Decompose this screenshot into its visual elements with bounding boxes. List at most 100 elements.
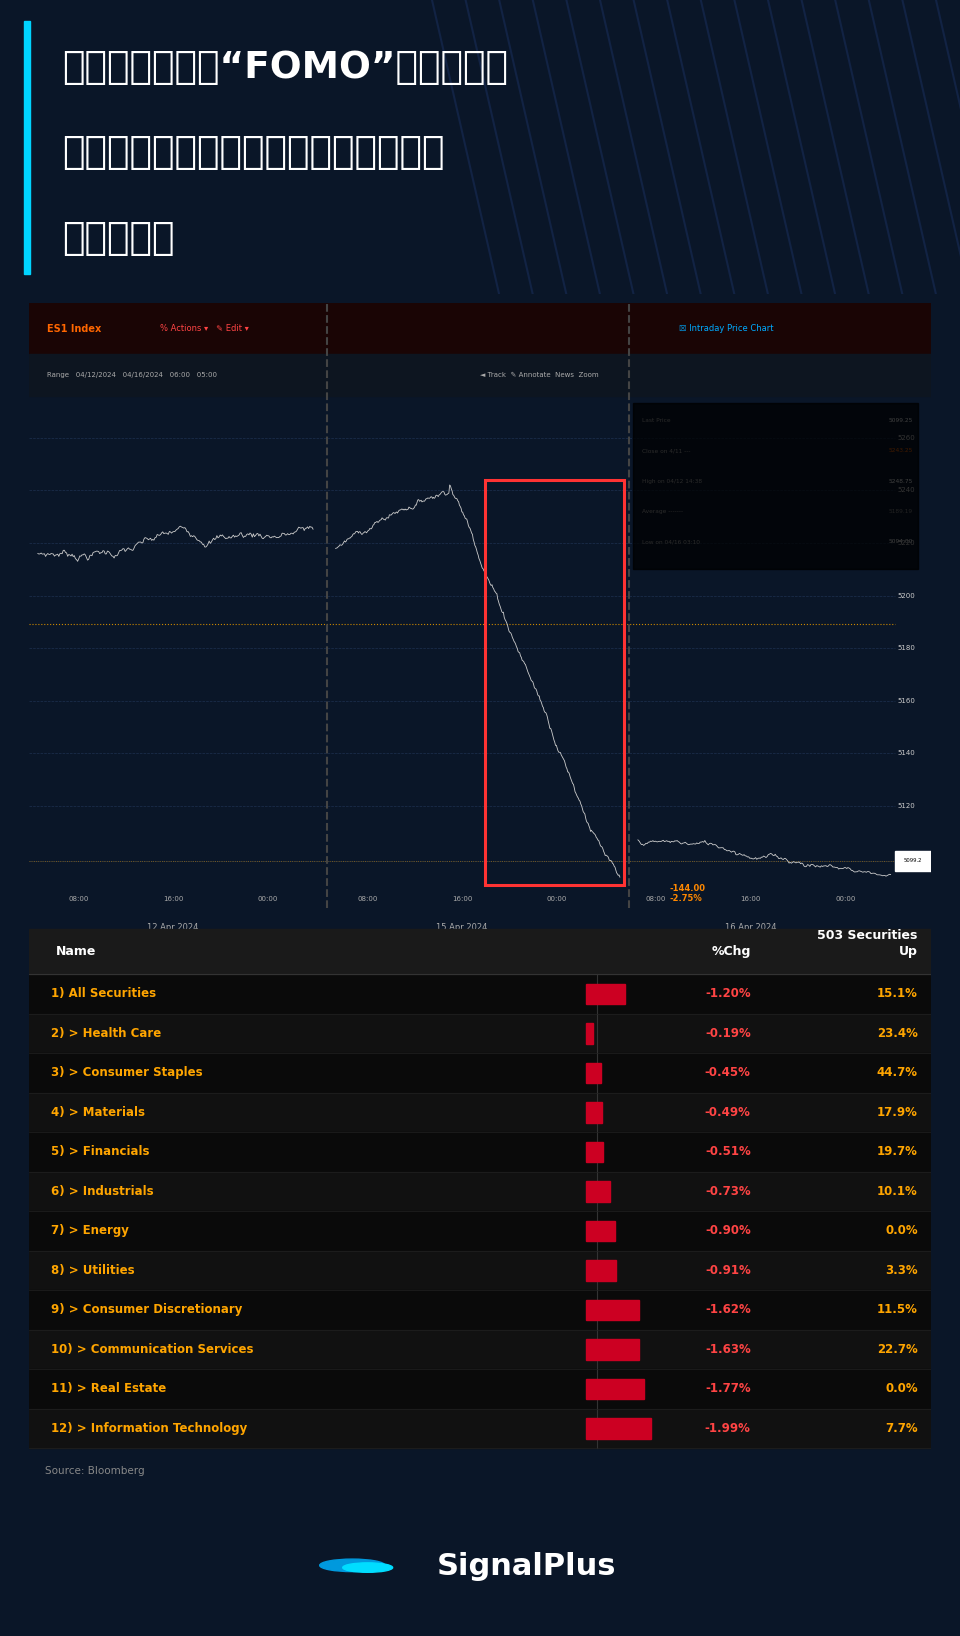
Text: 5094.00: 5094.00 bbox=[889, 540, 913, 545]
Text: ES1 Index: ES1 Index bbox=[47, 324, 101, 334]
Text: 5260: 5260 bbox=[898, 435, 916, 440]
Text: 9) > Consumer Discretionary: 9) > Consumer Discretionary bbox=[52, 1304, 243, 1317]
Bar bbox=[29, 1211, 931, 1250]
Text: Average -------: Average ------- bbox=[642, 509, 684, 514]
Text: 5240: 5240 bbox=[898, 488, 916, 494]
Text: -0.91%: -0.91% bbox=[705, 1265, 751, 1278]
Bar bbox=[485, 479, 624, 885]
Bar bbox=[29, 303, 931, 353]
Text: -1.62%: -1.62% bbox=[705, 1304, 751, 1317]
Text: 时大举抛售: 时大举抛售 bbox=[62, 221, 175, 257]
Bar bbox=[895, 851, 931, 870]
Text: 08:00: 08:00 bbox=[357, 897, 377, 901]
Bar bbox=[634, 402, 918, 569]
Text: 2) > Health Care: 2) > Health Care bbox=[52, 1027, 161, 1040]
Text: 3.3%: 3.3% bbox=[885, 1265, 918, 1278]
Text: -1.99%: -1.99% bbox=[705, 1422, 751, 1435]
Text: -1.20%: -1.20% bbox=[705, 988, 751, 1001]
Text: % Actions ▾   ✎ Edit ▾: % Actions ▾ ✎ Edit ▾ bbox=[159, 324, 249, 334]
Text: 5248.75: 5248.75 bbox=[889, 479, 913, 484]
Text: 5243.25: 5243.25 bbox=[889, 448, 913, 453]
Text: 08:00: 08:00 bbox=[646, 897, 666, 901]
Bar bbox=[587, 1022, 592, 1044]
Bar bbox=[29, 1250, 931, 1291]
Text: 7.7%: 7.7% bbox=[885, 1422, 918, 1435]
Text: 44.7%: 44.7% bbox=[876, 1067, 918, 1080]
Text: 5160: 5160 bbox=[898, 697, 916, 703]
Bar bbox=[29, 929, 931, 975]
Text: 22.7%: 22.7% bbox=[876, 1343, 918, 1356]
Bar bbox=[29, 353, 931, 396]
Text: 16:00: 16:00 bbox=[740, 897, 761, 901]
Bar bbox=[29, 1330, 931, 1369]
Text: 16 Apr 2024: 16 Apr 2024 bbox=[725, 923, 777, 933]
Text: 5099.25: 5099.25 bbox=[889, 419, 913, 424]
Bar bbox=[29, 1014, 931, 1054]
Bar bbox=[587, 1063, 601, 1083]
Text: SignalPlus: SignalPlus bbox=[437, 1553, 616, 1580]
Text: 11.5%: 11.5% bbox=[876, 1304, 918, 1317]
Text: %Chg: %Chg bbox=[711, 946, 751, 959]
Text: Low on 04/16 03:10: Low on 04/16 03:10 bbox=[642, 540, 701, 545]
Bar bbox=[587, 1142, 603, 1162]
Text: 0.0%: 0.0% bbox=[885, 1382, 918, 1396]
Bar bbox=[29, 1369, 931, 1409]
Text: 5140: 5140 bbox=[898, 751, 916, 756]
Ellipse shape bbox=[343, 1562, 393, 1572]
Text: 5099.2: 5099.2 bbox=[904, 859, 923, 864]
Text: 00:00: 00:00 bbox=[835, 897, 855, 901]
Bar bbox=[24, 21, 30, 273]
Bar bbox=[29, 1291, 931, 1330]
Bar bbox=[587, 1260, 615, 1281]
Text: 12) > Information Technology: 12) > Information Technology bbox=[52, 1422, 248, 1435]
Text: Name: Name bbox=[56, 946, 96, 959]
Bar bbox=[587, 1418, 651, 1438]
Text: Range   04/12/2024   04/16/2024   06:00   05:00: Range 04/12/2024 04/16/2024 06:00 05:00 bbox=[47, 373, 217, 378]
Text: 16:00: 16:00 bbox=[163, 897, 183, 901]
Text: -1.77%: -1.77% bbox=[705, 1382, 751, 1396]
Text: -0.90%: -0.90% bbox=[705, 1224, 751, 1237]
Bar bbox=[29, 973, 931, 1014]
Text: 10.1%: 10.1% bbox=[876, 1184, 918, 1198]
Text: 23.4%: 23.4% bbox=[876, 1027, 918, 1040]
Ellipse shape bbox=[320, 1559, 385, 1572]
Text: 资者的行为出现显著变化，在纽约开盘: 资者的行为出现显著变化，在纽约开盘 bbox=[62, 136, 444, 172]
Text: 00:00: 00:00 bbox=[546, 897, 567, 901]
Text: ☒ Intraday Price Chart: ☒ Intraday Price Chart bbox=[679, 324, 773, 334]
Text: 15.1%: 15.1% bbox=[876, 988, 918, 1001]
Bar bbox=[29, 1054, 931, 1093]
Text: High on 04/12 14:38: High on 04/12 14:38 bbox=[642, 479, 703, 484]
Text: -144.00
-2.75%: -144.00 -2.75% bbox=[669, 883, 706, 903]
Text: 3) > Consumer Staples: 3) > Consumer Staples bbox=[52, 1067, 203, 1080]
Text: Last Price: Last Price bbox=[642, 419, 671, 424]
Bar bbox=[587, 983, 625, 1005]
Text: 5189.19: 5189.19 bbox=[889, 509, 913, 514]
Bar bbox=[587, 1299, 638, 1320]
Text: -0.45%: -0.45% bbox=[705, 1067, 751, 1080]
Text: 12 Apr 2024: 12 Apr 2024 bbox=[148, 923, 199, 933]
Bar bbox=[29, 1409, 931, 1448]
Text: 15 Apr 2024: 15 Apr 2024 bbox=[436, 923, 488, 933]
Bar bbox=[29, 1132, 931, 1171]
Text: 5200: 5200 bbox=[898, 592, 916, 599]
Text: 00:00: 00:00 bbox=[257, 897, 278, 901]
Text: 5) > Financials: 5) > Financials bbox=[52, 1145, 150, 1158]
Text: -0.73%: -0.73% bbox=[705, 1184, 751, 1198]
Text: 08:00: 08:00 bbox=[68, 897, 88, 901]
Bar bbox=[587, 1103, 602, 1122]
Text: 7) > Energy: 7) > Energy bbox=[52, 1224, 130, 1237]
Text: 6) > Industrials: 6) > Industrials bbox=[52, 1184, 154, 1198]
Text: 11) > Real Estate: 11) > Real Estate bbox=[52, 1382, 167, 1396]
Text: 503 Securities: 503 Securities bbox=[817, 929, 918, 942]
Bar bbox=[29, 1171, 931, 1211]
Text: 17.9%: 17.9% bbox=[876, 1106, 918, 1119]
Text: 8) > Utilities: 8) > Utilities bbox=[52, 1265, 135, 1278]
Text: -1.63%: -1.63% bbox=[705, 1343, 751, 1356]
Bar bbox=[587, 1181, 610, 1202]
Text: 4) > Materials: 4) > Materials bbox=[52, 1106, 145, 1119]
Text: 5220: 5220 bbox=[898, 540, 916, 546]
Text: Close on 4/11 ---: Close on 4/11 --- bbox=[642, 448, 691, 453]
Text: 5120: 5120 bbox=[898, 803, 916, 808]
Text: -0.19%: -0.19% bbox=[705, 1027, 751, 1040]
Text: Up: Up bbox=[899, 946, 918, 959]
